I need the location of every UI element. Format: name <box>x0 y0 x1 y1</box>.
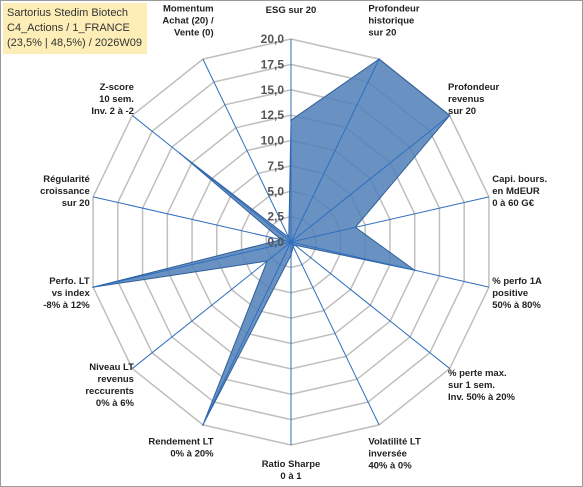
category-label-line: positive <box>492 288 528 299</box>
category-label: Profondeur historique sur 20 <box>368 4 419 39</box>
category-label: Capi. bours. en MdEUR 0 à 60 G€ <box>492 174 547 209</box>
category-label-line: reccurents <box>85 386 134 397</box>
category-label-line: vs index <box>52 288 91 299</box>
category-label-line: Inv. 50% à 20% <box>448 392 515 403</box>
category-label: NoteESG sur 20 <box>266 1 317 16</box>
chart-title-box: Sartorius Stedim Biotech C4_Actions / 1_… <box>3 3 147 54</box>
category-label-line: Momentum <box>163 4 214 15</box>
category-label-line: Vente (0) <box>174 28 214 39</box>
axis-spoke <box>290 115 451 243</box>
category-label-line: en MdEUR <box>492 186 540 197</box>
category-label-line: Niveau LT <box>89 362 134 373</box>
category-label: % perte max. sur 1 sem. Inv. 50% à 20% <box>448 368 515 403</box>
category-label: Rendement LT 0% à 20% <box>148 436 214 459</box>
category-label-line: sur 20 <box>62 198 90 209</box>
tick-label: 10,0 <box>261 134 285 148</box>
axis-spoke <box>131 241 292 369</box>
category-label-line: Capi. bours. <box>492 174 547 185</box>
category-label-line: 50% à 80% <box>492 300 541 311</box>
tick-label: 7,5 <box>267 159 284 173</box>
radial-tick-labels: 0,0 2,5 5,0 7,5 10,0 12,5 15,0 17,5 20,0 <box>261 32 285 249</box>
tick-label: 2,5 <box>267 210 284 224</box>
radar-spokes <box>92 39 490 445</box>
category-label-line: ESG sur 20 <box>266 5 317 16</box>
axis-spoke <box>202 241 292 426</box>
category-label: % perfo 1A positive 50% à 80% <box>492 276 542 311</box>
category-label: Profondeur revenus sur 20 <box>448 82 499 117</box>
category-label-line: Régularité <box>43 174 89 185</box>
category-label: Momentum Achat (20) / Vente (0) <box>162 4 214 39</box>
category-label-line: 40% à 0% <box>368 460 412 471</box>
category-label: Z-score 10 sem. Inv. 2 à -2 <box>91 82 134 117</box>
category-label-line: % perte max. <box>448 368 507 379</box>
axis-spoke <box>290 58 380 243</box>
category-label: Niveau LT revenus reccurents 0% à 6% <box>85 362 134 409</box>
axis-spoke <box>92 196 292 243</box>
category-label-line: Note <box>280 1 301 4</box>
category-label-line: sur 20 <box>368 28 396 39</box>
category-label-line: Z-score <box>100 82 134 93</box>
category-label-line: Profondeur <box>368 4 419 15</box>
category-label: Régularité croissance sur 20 <box>40 174 90 209</box>
category-label-line: Rendement LT <box>148 436 213 447</box>
axis-spoke <box>290 241 380 426</box>
category-label-line: revenus <box>98 374 134 385</box>
axis-spoke <box>92 241 292 288</box>
title-line-portfolio: C4_Actions / 1_FRANCE <box>7 22 130 34</box>
category-label-line: Volatilité LT <box>368 436 421 447</box>
tick-label: 5,0 <box>267 184 284 198</box>
category-label-line: sur 20 <box>448 106 476 117</box>
category-label-line: 0 à 1 <box>280 471 302 482</box>
category-label-line: inversée <box>368 448 407 459</box>
category-label-line: 0 à 60 G€ <box>492 198 534 209</box>
title-line-period: (23,5% | 48,5%) / 2026W09 <box>7 37 142 49</box>
tick-label: 12,5 <box>261 108 285 122</box>
category-label-line: Inv. 2 à -2 <box>91 106 134 117</box>
category-label-line: % perfo 1A <box>492 276 542 287</box>
category-label-line: 0% à 20% <box>170 448 214 459</box>
category-label-line: croissance <box>40 186 90 197</box>
axis-spoke <box>202 58 292 243</box>
category-label-line: revenus <box>448 94 484 105</box>
axis-spoke <box>290 241 451 369</box>
category-label: Perfo. LT vs index -8% à 12% <box>43 276 90 311</box>
category-label-line: Ratio Sharpe <box>262 459 321 470</box>
category-label-line: 10 sem. <box>99 94 134 105</box>
title-line-company: Sartorius Stedim Biotech <box>7 7 129 19</box>
category-label-line: Achat (20) / <box>162 16 214 27</box>
category-label-line: 0% à 6% <box>96 398 135 409</box>
axis-spoke <box>290 241 490 288</box>
category-label-line: historique <box>368 16 414 27</box>
axis-spoke <box>290 196 490 243</box>
category-label: Ratio Sharpe 0 à 1 <box>262 459 321 482</box>
category-label: Volatilité LT inversée 40% à 0% <box>368 436 421 471</box>
tick-label: 20,0 <box>261 32 285 46</box>
tick-label: 0,0 <box>267 235 284 249</box>
tick-label: 15,0 <box>261 83 285 97</box>
axis-spoke <box>131 115 292 243</box>
category-label-line: Profondeur <box>448 82 499 93</box>
category-label-line: -8% à 12% <box>43 300 90 311</box>
category-label-line: Perfo. LT <box>49 276 90 287</box>
category-label-line: sur 1 sem. <box>448 380 495 391</box>
tick-label: 17,5 <box>261 57 285 71</box>
